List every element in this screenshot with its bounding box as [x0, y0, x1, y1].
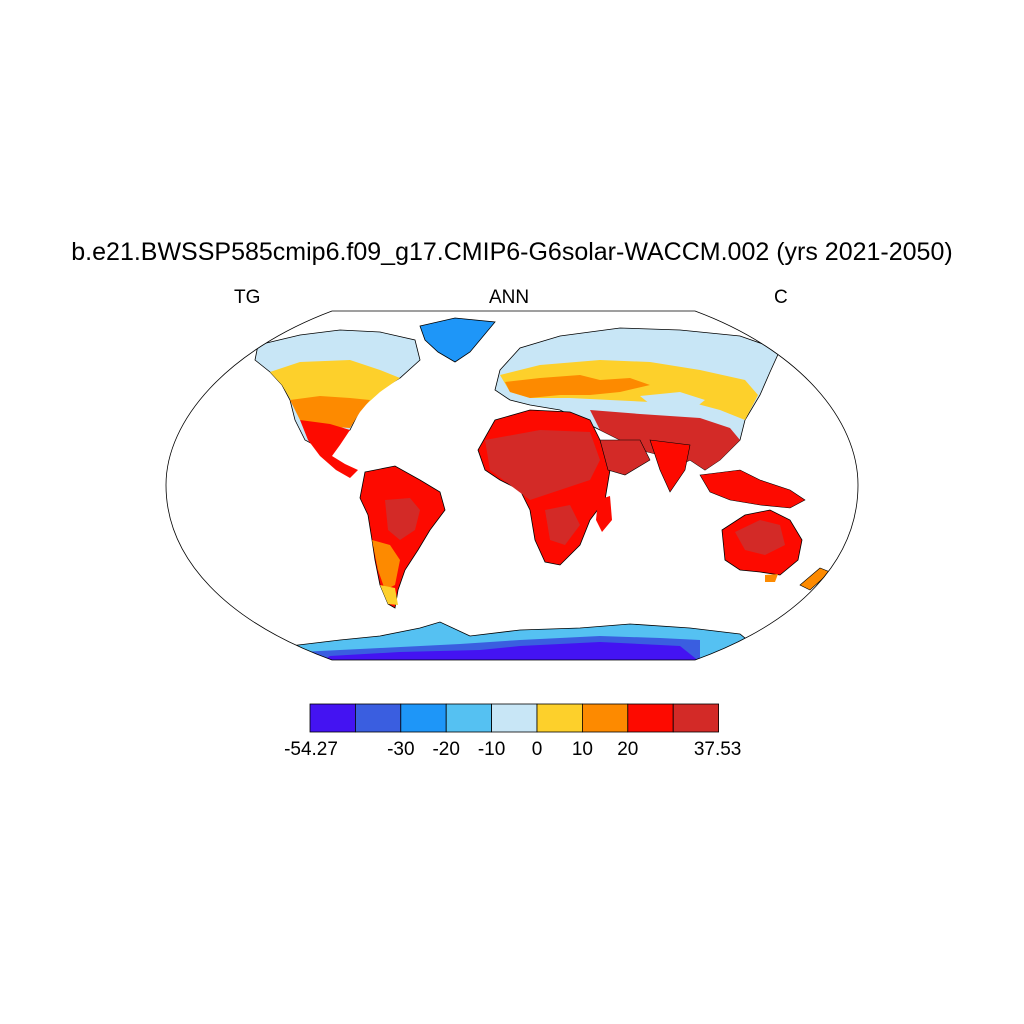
- colorbar-tick-label: -54.27: [284, 739, 338, 760]
- colorbar-tick-label: 37.53: [693, 739, 742, 760]
- colorbar-swatch: [445, 703, 493, 733]
- maritime-se-asia: [699, 469, 806, 509]
- colorbar-swatch: [491, 703, 538, 733]
- units-label: C: [774, 287, 788, 308]
- colorbar-swatch: [536, 703, 583, 733]
- colorbar-tick-label: 0: [531, 739, 543, 760]
- colorbar-tick-label: 20: [617, 739, 639, 760]
- colorbar-swatch: [309, 703, 356, 733]
- colorbar-tick-label: -10: [477, 739, 506, 760]
- colorbar-swatch: [400, 703, 447, 733]
- colorbar-swatch: [672, 703, 720, 733]
- colorbar: [309, 703, 720, 733]
- colorbar-swatch: [354, 703, 402, 733]
- colorbar-tick-label: -30: [387, 739, 415, 760]
- colorbar-swatch: [582, 703, 629, 733]
- colorbar-tick-label: 10: [571, 739, 593, 760]
- map-land-layer: [254, 317, 831, 660]
- map-boundary: [165, 310, 859, 661]
- variable-label: TG: [234, 287, 261, 308]
- colorbar-swatch: [627, 703, 674, 733]
- greenland: [419, 317, 496, 363]
- colorbar-tick-label: -20: [432, 739, 460, 760]
- season-label: ANN: [489, 287, 530, 308]
- plot-title: b.e21.BWSSP585cmip6.f09_g17.CMIP6-G6sola…: [71, 238, 953, 266]
